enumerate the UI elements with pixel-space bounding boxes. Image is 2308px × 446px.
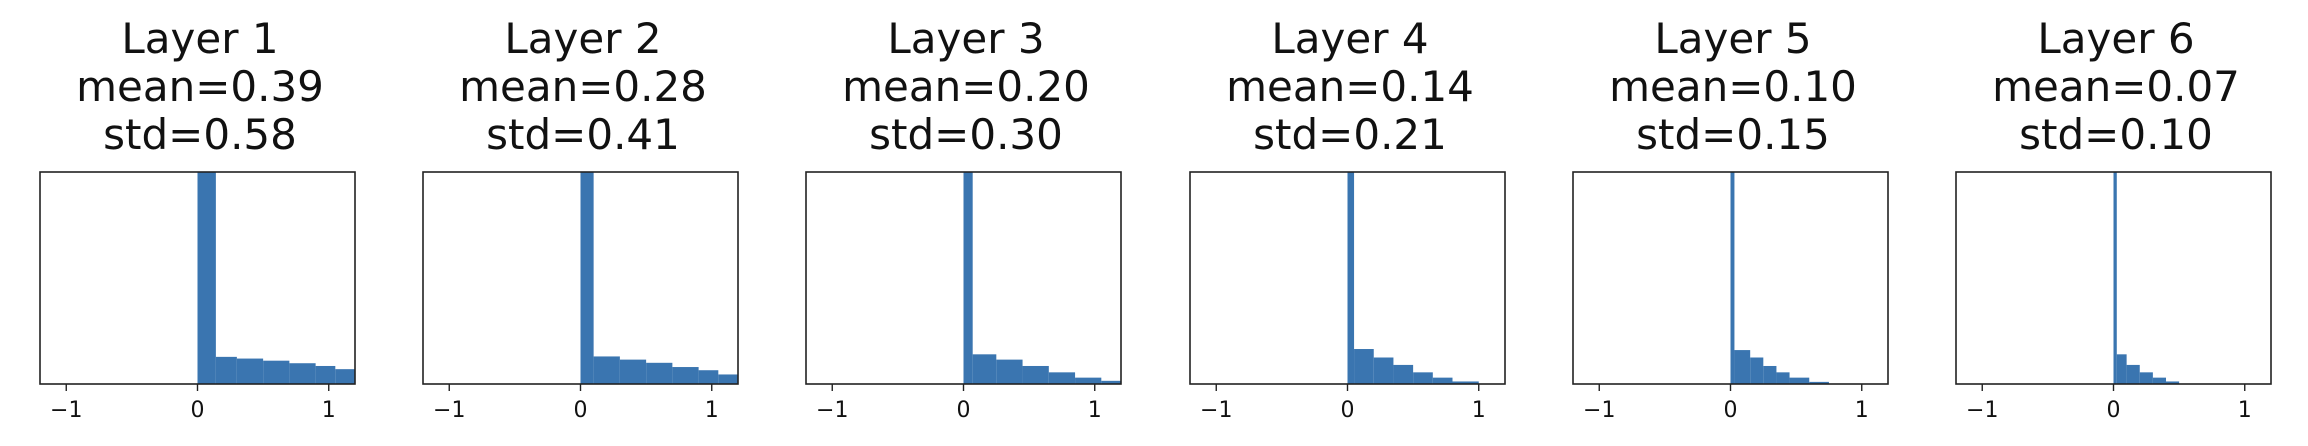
histogram-bar bbox=[593, 356, 620, 384]
histogram-bar bbox=[1809, 381, 1829, 384]
histogram-bar bbox=[1354, 349, 1374, 384]
panel-title-layer: Layer 5 bbox=[1654, 14, 1812, 63]
panel-title-std: std=0.58 bbox=[103, 110, 297, 159]
panel-title-layer: Layer 3 bbox=[887, 14, 1045, 63]
histogram-bar bbox=[2152, 377, 2166, 384]
histogram-panel-6: Layer 6 mean=0.07 std=0.10 −1 0 1 bbox=[1951, 0, 2281, 446]
x-tick-label: −1 bbox=[50, 398, 82, 423]
histogram-bar bbox=[1432, 377, 1453, 384]
x-tick-label: −1 bbox=[1583, 398, 1615, 423]
histogram-bar bbox=[1452, 381, 1479, 384]
x-tick-label: −1 bbox=[1966, 398, 1998, 423]
x-tick-label: 0 bbox=[574, 398, 588, 423]
histogram-plot: −1 0 1 bbox=[1572, 171, 1889, 423]
x-tick-label: −1 bbox=[433, 398, 465, 423]
histogram-panel-1: Layer 1 mean=0.39 std=0.58 −1 0 1 bbox=[35, 0, 365, 446]
histogram-bar bbox=[1789, 377, 1810, 384]
x-tick-label: −1 bbox=[816, 398, 848, 423]
histogram-panel-3: Layer 3 mean=0.20 std=0.30 −1 0 1 bbox=[801, 0, 1131, 446]
panel-title-mean: mean=0.10 bbox=[1609, 62, 1857, 111]
panel-title-std: std=0.10 bbox=[2019, 110, 2213, 159]
panel-title-mean: mean=0.14 bbox=[1226, 62, 1474, 111]
histogram-bar bbox=[698, 370, 719, 384]
histogram-bar bbox=[1075, 377, 1102, 384]
histogram-bar bbox=[972, 354, 997, 384]
panel-title-std: std=0.21 bbox=[1253, 110, 1447, 159]
panel-title-mean: mean=0.07 bbox=[1992, 62, 2240, 111]
x-tick-label: 0 bbox=[1341, 398, 1355, 423]
histogram-bar bbox=[1776, 372, 1790, 384]
histogram-bar bbox=[236, 358, 264, 384]
histogram-bar bbox=[1347, 172, 1355, 384]
x-tick-label: 1 bbox=[1472, 398, 1486, 423]
histogram-bar bbox=[1022, 365, 1049, 384]
histogram-plot: −1 0 1 bbox=[805, 171, 1122, 423]
histogram-bar bbox=[1750, 357, 1764, 384]
histogram-bar bbox=[2113, 172, 2117, 384]
histogram-plot: −1 0 1 bbox=[422, 171, 739, 423]
histogram-bar bbox=[335, 369, 355, 384]
x-tick-label: 1 bbox=[705, 398, 719, 423]
histogram-bar bbox=[619, 359, 647, 384]
histogram-bar bbox=[2116, 354, 2127, 384]
histogram-bar bbox=[2166, 381, 2180, 384]
histogram-bar bbox=[215, 356, 237, 384]
histogram-plot: −1 0 1 bbox=[1189, 171, 1506, 423]
histogram-panel-5: Layer 5 mean=0.10 std=0.15 −1 0 1 bbox=[1568, 0, 1898, 446]
histogram-bar bbox=[315, 365, 336, 384]
histogram-bar bbox=[1048, 372, 1076, 384]
histogram-bar bbox=[2139, 372, 2153, 384]
histogram-bar bbox=[718, 374, 738, 384]
panel-title-std: std=0.41 bbox=[486, 110, 680, 159]
x-tick-label: 0 bbox=[2107, 398, 2121, 423]
histogram-bar bbox=[263, 360, 290, 384]
histogram-panel-4: Layer 4 mean=0.14 std=0.21 −1 0 1 bbox=[1185, 0, 1515, 446]
histogram-bar bbox=[646, 362, 673, 384]
histogram-plot: −1 0 1 bbox=[39, 171, 356, 423]
histogram-bar bbox=[672, 367, 699, 384]
histogram-bar bbox=[996, 359, 1023, 384]
histogram-plot: −1 0 1 bbox=[1955, 171, 2272, 423]
x-tick-label: 1 bbox=[322, 398, 336, 423]
panel-title-mean: mean=0.20 bbox=[842, 62, 1090, 111]
histogram-bar bbox=[1413, 372, 1433, 384]
x-tick-label: 1 bbox=[2238, 398, 2252, 423]
histogram-bar bbox=[197, 172, 216, 384]
histogram-bar bbox=[1373, 357, 1394, 384]
histogram-panel-2: Layer 2 mean=0.28 std=0.41 −1 0 1 bbox=[418, 0, 748, 446]
histogram-bar bbox=[1393, 364, 1414, 384]
histogram-bar bbox=[1101, 380, 1121, 384]
histogram-bar bbox=[2126, 364, 2140, 384]
panel-title-mean: mean=0.28 bbox=[459, 62, 707, 111]
x-tick-label: −1 bbox=[1200, 398, 1232, 423]
x-tick-label: 1 bbox=[1088, 398, 1102, 423]
x-tick-label: 0 bbox=[191, 398, 205, 423]
histogram-bar bbox=[963, 172, 973, 384]
histogram-bar bbox=[1734, 350, 1751, 384]
panel-title-std: std=0.30 bbox=[869, 110, 1063, 159]
histogram-bar bbox=[289, 363, 316, 384]
panel-title-mean: mean=0.39 bbox=[76, 62, 324, 111]
panel-title-std: std=0.15 bbox=[1636, 110, 1830, 159]
histogram-bar bbox=[1763, 365, 1777, 384]
panel-title-layer: Layer 6 bbox=[2037, 14, 2195, 63]
panel-title-layer: Layer 4 bbox=[1271, 14, 1429, 63]
panel-title-layer: Layer 1 bbox=[121, 14, 279, 63]
histogram-bar bbox=[1730, 172, 1735, 384]
histogram-bar bbox=[580, 172, 594, 384]
panel-title-layer: Layer 2 bbox=[504, 14, 662, 63]
x-tick-label: 1 bbox=[1855, 398, 1869, 423]
x-tick-label: 0 bbox=[957, 398, 971, 423]
x-tick-label: 0 bbox=[1724, 398, 1738, 423]
